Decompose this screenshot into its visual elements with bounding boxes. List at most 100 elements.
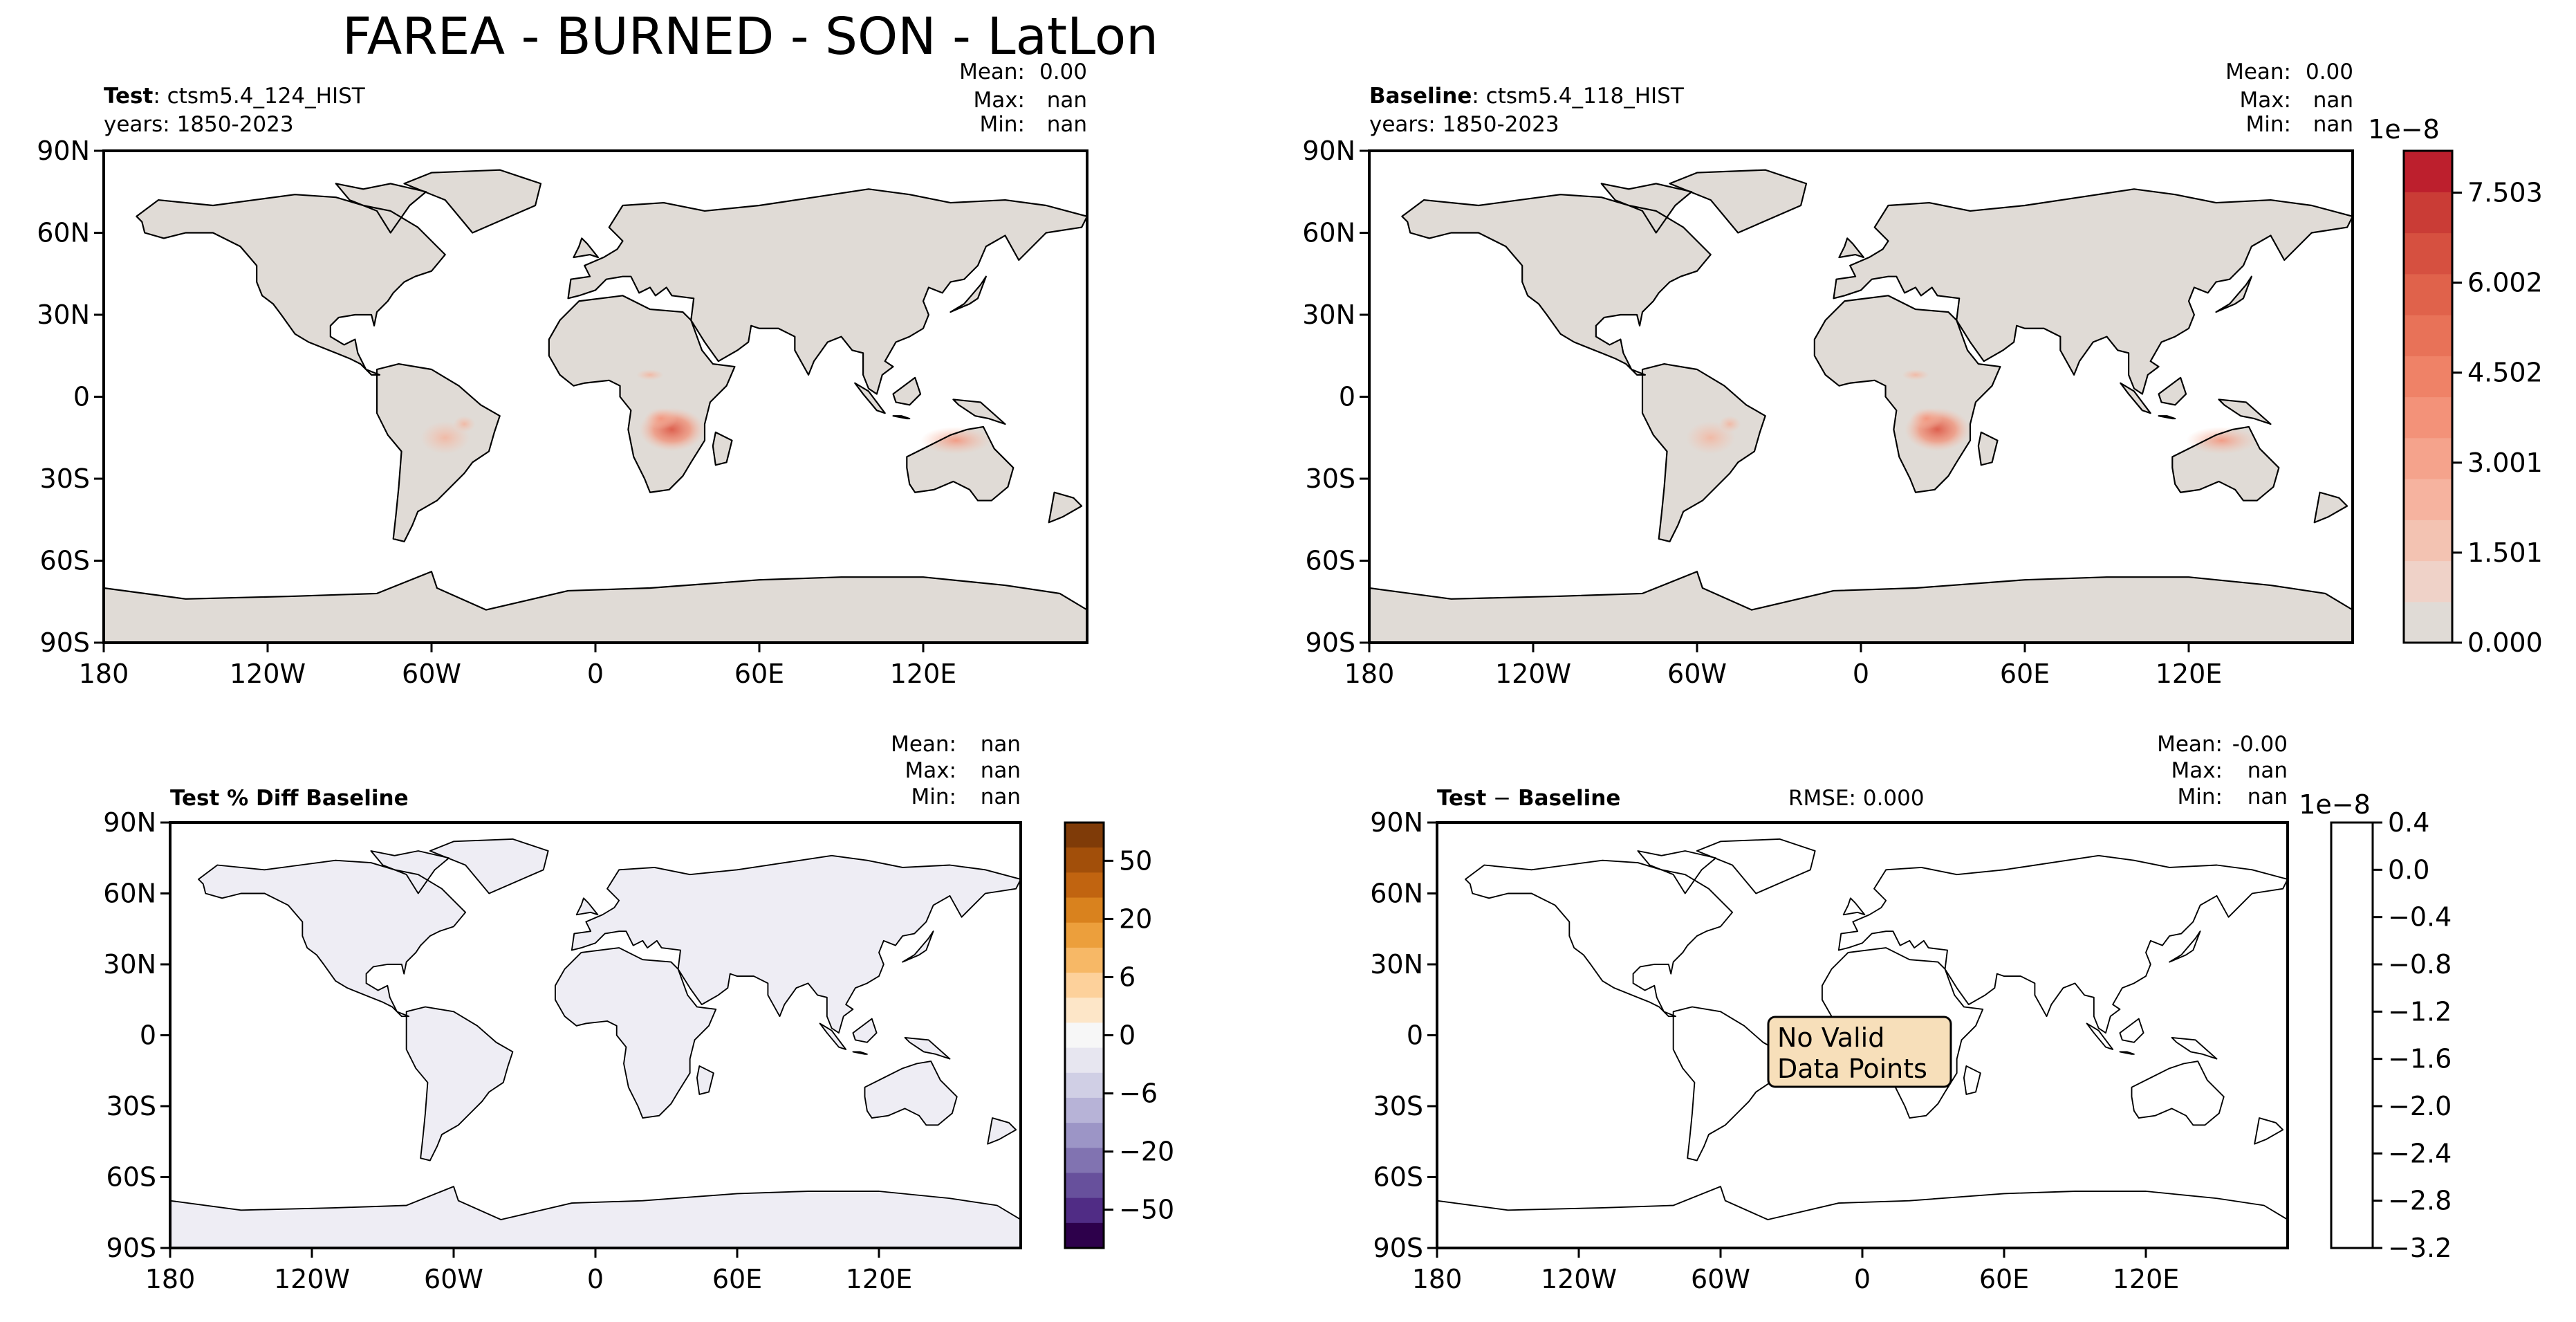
colorbar-tick-label: 4.502 bbox=[2467, 358, 2543, 388]
x-tick-label: 120E bbox=[2156, 659, 2223, 689]
diff-y-axis: 90N 60N 30N 0 30S 60S 90S bbox=[1370, 807, 1437, 1263]
colorbar-band bbox=[2404, 437, 2452, 479]
pct-diff-max-label: Max: bbox=[905, 758, 956, 783]
colorbar-tick-label: −6 bbox=[1119, 1078, 1158, 1109]
y-tick-label: 90N bbox=[103, 807, 156, 838]
x-tick-label: 0 bbox=[587, 659, 604, 689]
baseline-max-label: Max: bbox=[2239, 88, 2291, 113]
x-tick-label: 180 bbox=[145, 1264, 196, 1294]
baseline-stats: Mean: 0.00 Max: nan Min: nan bbox=[2225, 59, 2353, 137]
colorbar-tick-label: −2.4 bbox=[2388, 1138, 2452, 1168]
colorbar-band bbox=[1065, 1047, 1104, 1074]
baseline-map bbox=[1369, 151, 2353, 643]
colorbar-band bbox=[1065, 847, 1104, 873]
test-min-value: nan bbox=[1047, 112, 1087, 137]
pct-diff-min-value: nan bbox=[981, 784, 1021, 809]
y-tick-label: 90N bbox=[1302, 136, 1355, 166]
x-tick-label: 120W bbox=[230, 659, 306, 689]
y-tick-label: 90N bbox=[37, 136, 90, 166]
x-tick-label: 120E bbox=[846, 1264, 913, 1294]
colorbar-tick-label: 50 bbox=[1119, 845, 1152, 876]
diff-colorbar-exponent: 1e−8 bbox=[2299, 789, 2371, 820]
colorbar-tick-label: 20 bbox=[1119, 903, 1152, 934]
x-tick-label: 120W bbox=[274, 1264, 350, 1294]
test-y-axis: 90N 60N 30N 0 30S 60S 90S bbox=[37, 136, 104, 658]
pct-diff-stats: Mean: nan Max: nan Min: nan bbox=[891, 732, 1021, 809]
colorbar-band bbox=[1065, 1222, 1104, 1249]
test-mean-label: Mean: bbox=[959, 59, 1025, 84]
colorbar-tick-label: 6.002 bbox=[2467, 268, 2543, 298]
colorbar-band bbox=[2404, 520, 2452, 562]
panel-baseline: Baseline: ctsm5.4_118_HIST years: 1850-2… bbox=[1302, 59, 2543, 689]
x-tick-label: 180 bbox=[1412, 1264, 1463, 1294]
diff-mean-value: -0.00 bbox=[2232, 732, 2288, 757]
x-tick-label: 120E bbox=[2113, 1264, 2180, 1294]
y-tick-label: 0 bbox=[1339, 382, 1355, 412]
test-years: years: 1850-2023 bbox=[104, 112, 294, 137]
colorbar-tick-label: 7.503 bbox=[2467, 177, 2543, 208]
colorbar-band bbox=[2404, 560, 2452, 603]
colorbar-band bbox=[2404, 479, 2452, 520]
y-tick-label: 0 bbox=[1407, 1020, 1423, 1051]
colorbar-band bbox=[2404, 601, 2452, 643]
y-tick-label: 30N bbox=[103, 949, 156, 980]
x-tick-label: 0 bbox=[1853, 659, 1869, 689]
y-tick-label: 60N bbox=[37, 218, 90, 248]
pct-diff-mean-value: nan bbox=[981, 732, 1021, 757]
pct-diff-mean-label: Mean: bbox=[891, 732, 956, 757]
baseline-max-value: nan bbox=[2313, 88, 2353, 113]
figure-title: FAREA - BURNED - SON - LatLon bbox=[342, 7, 1158, 66]
x-tick-label: 0 bbox=[1854, 1264, 1871, 1294]
test-stats: Mean: 0.00 Max: nan Min: nan bbox=[959, 59, 1087, 137]
x-tick-label: 60W bbox=[402, 659, 461, 689]
colorbar-band bbox=[1065, 922, 1104, 948]
x-tick-label: 60W bbox=[1691, 1264, 1750, 1294]
colorbar-tick-label: 0.0 bbox=[2388, 854, 2429, 885]
y-tick-label: 90S bbox=[1373, 1233, 1423, 1263]
test-x-axis: 180 120W 60W 0 60E 120E bbox=[79, 643, 957, 689]
baseline-colorbar-exponent: 1e−8 bbox=[2368, 114, 2440, 145]
test-mean-value: 0.00 bbox=[1039, 59, 1087, 84]
x-tick-label: 60E bbox=[1979, 1264, 2029, 1294]
y-tick-label: 60N bbox=[103, 879, 156, 909]
colorbar-band bbox=[1065, 1097, 1104, 1123]
pct-diff-min-label: Min: bbox=[911, 784, 956, 809]
y-tick-label: 90S bbox=[1306, 627, 1355, 658]
colorbar-tick-label: −2.0 bbox=[2388, 1091, 2452, 1121]
y-tick-label: 30N bbox=[37, 300, 90, 330]
y-tick-label: 30S bbox=[1373, 1091, 1423, 1121]
x-tick-label: 60W bbox=[1667, 659, 1727, 689]
colorbar-tick-label: 0.4 bbox=[2388, 807, 2429, 838]
y-tick-label: 30S bbox=[40, 463, 90, 494]
baseline-colorbar-ticks: 0.000 1.501 3.001 4.502 6.002 7.503 bbox=[2452, 177, 2543, 658]
y-tick-label: 60S bbox=[106, 1162, 156, 1193]
colorbar-tick-label: 1.501 bbox=[2467, 538, 2543, 568]
test-map bbox=[104, 151, 1087, 643]
colorbar-band bbox=[2404, 151, 2452, 192]
colorbar-band bbox=[1065, 973, 1104, 998]
colorbar-tick-label: 3.001 bbox=[2467, 448, 2543, 478]
baseline-min-value: nan bbox=[2313, 112, 2353, 137]
test-title: Test: ctsm5.4_124_HIST bbox=[104, 84, 366, 109]
panel-diff: Test − Baseline RMSE: 0.000 Mean: -0.00 … bbox=[1370, 732, 2452, 1294]
colorbar-tick-label: −50 bbox=[1119, 1195, 1174, 1225]
baseline-title: Baseline: ctsm5.4_118_HIST bbox=[1369, 84, 1685, 109]
colorbar-tick-label: −0.8 bbox=[2388, 949, 2452, 980]
y-tick-label: 60S bbox=[1373, 1162, 1423, 1193]
pct-diff-map bbox=[170, 823, 1021, 1248]
colorbar-band bbox=[1065, 1072, 1104, 1099]
colorbar-band bbox=[1065, 1123, 1104, 1148]
colorbar-band bbox=[1065, 823, 1104, 848]
colorbar-tick-label: −2.8 bbox=[2388, 1186, 2452, 1216]
x-tick-label: 60E bbox=[734, 659, 784, 689]
diff-min-value: nan bbox=[2248, 784, 2288, 809]
diff-title: Test − Baseline bbox=[1437, 786, 1620, 811]
pct-diff-colorbar: 50 20 6 0 −6 −20 −50 bbox=[1064, 821, 1174, 1249]
baseline-min-label: Min: bbox=[2246, 112, 2291, 137]
pct-diff-colorbar-ticks: 50 20 6 0 −6 −20 −50 bbox=[1104, 845, 1174, 1225]
colorbar-band bbox=[1065, 897, 1104, 924]
panel-test: Test: ctsm5.4_124_HIST years: 1850-2023 … bbox=[37, 59, 1088, 689]
x-tick-label: 120E bbox=[890, 659, 957, 689]
baseline-mean-label: Mean: bbox=[2225, 59, 2291, 84]
